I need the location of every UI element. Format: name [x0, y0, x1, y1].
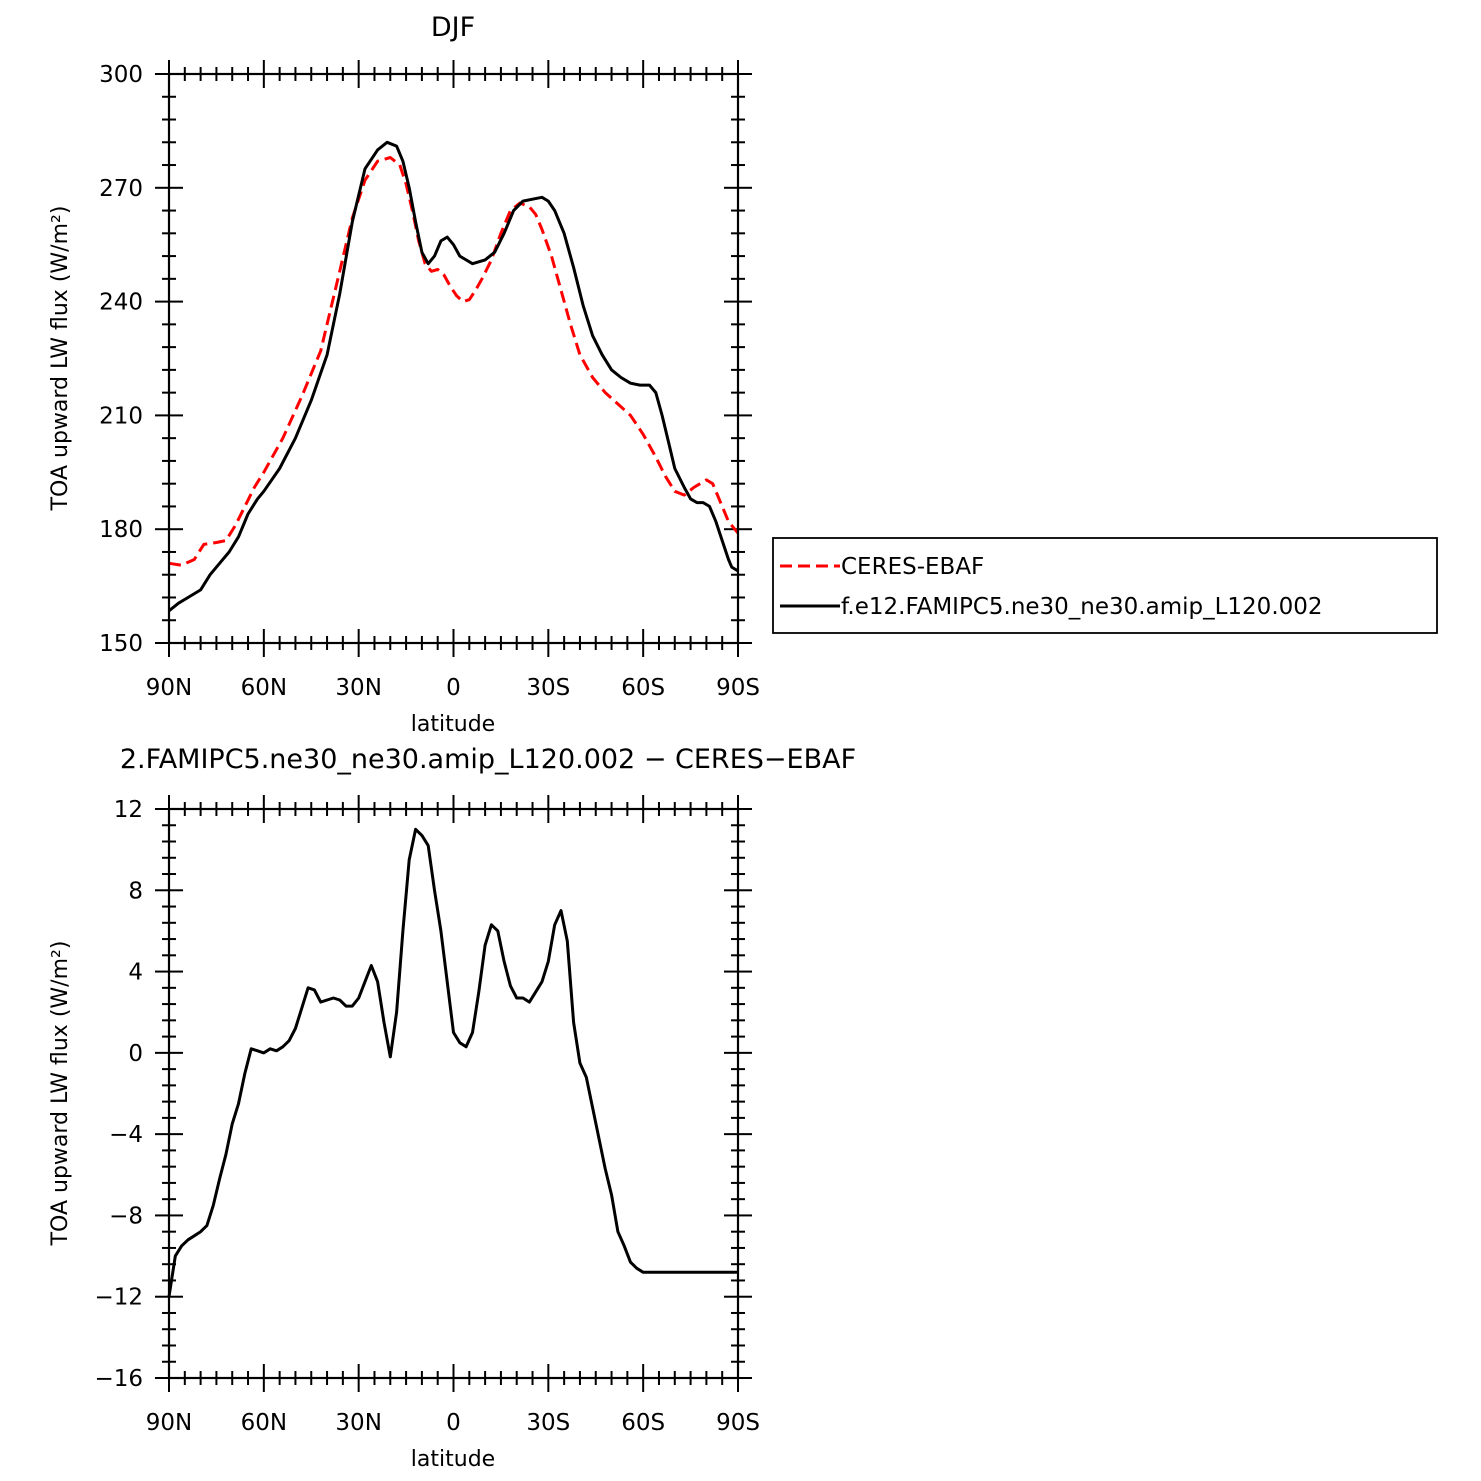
top-x-axis-label: latitude: [411, 712, 495, 737]
bottom-axis-ticks: −16 −12 −8 −4 0 4 8 12 90N 60N 30N 0 30S 60S 90S: [94, 795, 760, 1436]
legend-box: [772, 537, 1438, 634]
bottom-y-tick-label: 12: [114, 797, 143, 823]
top-x-tick-label: 30S: [526, 675, 570, 701]
bottom-x-tick-label: 0: [446, 1410, 461, 1436]
legend-label-model: f.e12.FAMIPC5.ne30_ne30.amip_L120.002: [841, 594, 1323, 620]
top-y-tick-label: 180: [99, 517, 143, 543]
top-plot-lines: [168, 140, 740, 612]
top-plot-frame: [167, 72, 740, 645]
top-x-tick-label: 0: [446, 675, 461, 701]
bottom-y-tick-label: −8: [109, 1203, 143, 1229]
bottom-y-axis-label: TOA upward LW flux (W/m²): [48, 941, 73, 1247]
top-y-tick-label: 240: [99, 290, 143, 316]
top-y-tick-label: 210: [99, 403, 143, 429]
bottom-plot-frame: [167, 807, 740, 1380]
bottom-y-tick-label: −16: [94, 1366, 143, 1392]
legend: CERES-EBAF f.e12.FAMIPC5.ne30_ne30.amip_…: [772, 537, 1438, 634]
top-y-tick-label: 150: [99, 631, 143, 657]
legend-label-ceres: CERES-EBAF: [841, 554, 984, 580]
bottom-plot-lines: [167, 827, 738, 1297]
bottom-y-tick-label: 0: [128, 1041, 143, 1067]
bottom-y-tick-label: 8: [128, 878, 143, 904]
top-series-line-1: [168, 140, 739, 612]
bottom-x-tick-label: 90N: [146, 1410, 192, 1436]
bottom-series-line-0: [167, 827, 738, 1297]
top-x-tick-label: 60N: [241, 675, 287, 701]
top-y-tick-label: 300: [99, 62, 143, 88]
bottom-y-tick-label: 4: [128, 960, 143, 986]
bottom-x-tick-label: 60S: [621, 1410, 665, 1436]
bottom-panel: 2.FAMIPC5.ne30_ne30.amip_L120.002 − CERE…: [48, 744, 856, 1472]
top-y-axis-label: TOA upward LW flux (W/m²): [48, 206, 73, 512]
bottom-x-tick-label: 30N: [335, 1410, 381, 1436]
top-x-tick-label: 90S: [716, 675, 760, 701]
bottom-x-axis-label: latitude: [411, 1447, 495, 1472]
top-axis-ticks: 150 180 210 240 270 300 90N 60N 30N 0 30S 60S 90S: [99, 60, 760, 701]
bottom-y-tick-label: −12: [94, 1285, 143, 1311]
bottom-y-tick-label: −4: [109, 1122, 143, 1148]
top-chart-title: DJF: [431, 12, 475, 43]
top-y-tick-label: 270: [99, 176, 143, 202]
top-series-line-0: [168, 156, 740, 567]
bottom-x-tick-label: 90S: [716, 1410, 760, 1436]
top-x-tick-label: 60S: [621, 675, 665, 701]
top-x-tick-label: 90N: [146, 675, 192, 701]
bottom-x-tick-label: 30S: [526, 1410, 570, 1436]
top-x-tick-label: 30N: [335, 675, 381, 701]
top-panel: DJF 150 180 210 240 270 300 90N 60N 30N 0 30S 60S 90…: [48, 12, 1438, 737]
bottom-x-tick-label: 60N: [241, 1410, 287, 1436]
bottom-chart-title: 2.FAMIPC5.ne30_ne30.amip_L120.002 − CERE…: [120, 744, 856, 775]
